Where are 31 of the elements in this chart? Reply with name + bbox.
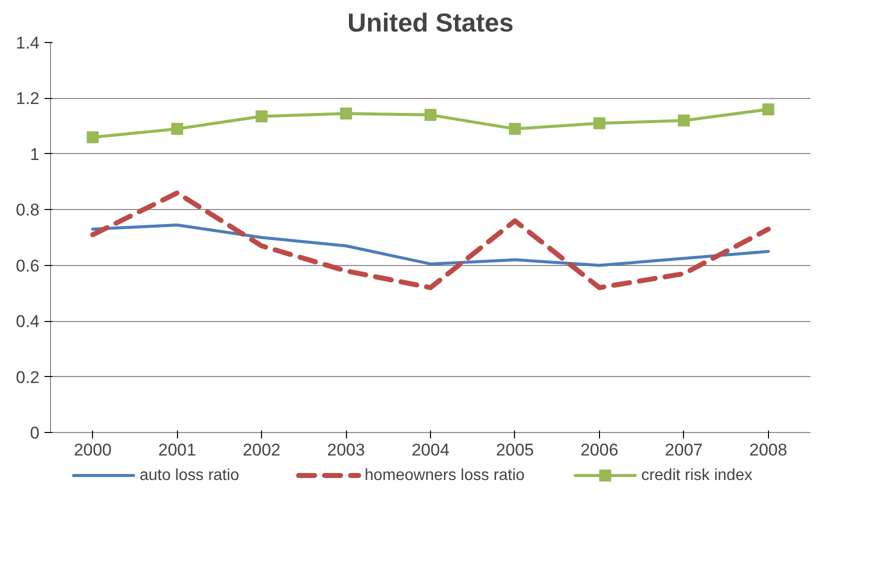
x-tick-label: 2008 xyxy=(749,440,788,460)
y-tick-label: 0.2 xyxy=(16,368,40,387)
chart-title: United States xyxy=(347,8,514,38)
point xyxy=(424,108,436,121)
x-tick-label: 2006 xyxy=(580,440,618,460)
point xyxy=(762,103,774,116)
x-tick-label: 2001 xyxy=(158,440,196,460)
y-tick-label: 1.2 xyxy=(16,89,40,108)
y-tick-label: 0.8 xyxy=(16,200,40,220)
x-tick-label: 2007 xyxy=(664,440,703,460)
legend-label: homeowners loss ratio xyxy=(364,467,525,484)
line-series xyxy=(91,223,770,267)
y-tick-label: 0.6 xyxy=(16,256,40,276)
x-tick-label: 2004 xyxy=(412,440,450,460)
point xyxy=(508,122,521,135)
point xyxy=(678,114,690,126)
y-tick-label: 1 xyxy=(30,144,40,164)
legend-label: credit risk index xyxy=(641,467,752,484)
y-tick-label: 1.4 xyxy=(16,34,40,52)
x-tick-label: 2005 xyxy=(496,440,534,460)
x-tick-label: 2000 xyxy=(74,440,112,460)
y-tick-label: 0.4 xyxy=(16,312,40,332)
point xyxy=(86,131,99,144)
legend-label: auto loss ratio xyxy=(140,467,240,484)
point xyxy=(171,122,184,135)
x-tick-label: 2002 xyxy=(242,440,281,460)
point xyxy=(256,110,268,122)
y-tick-label: 0 xyxy=(30,424,40,442)
point xyxy=(593,117,606,130)
point xyxy=(340,108,352,120)
x-tick-label: 2003 xyxy=(327,440,365,460)
